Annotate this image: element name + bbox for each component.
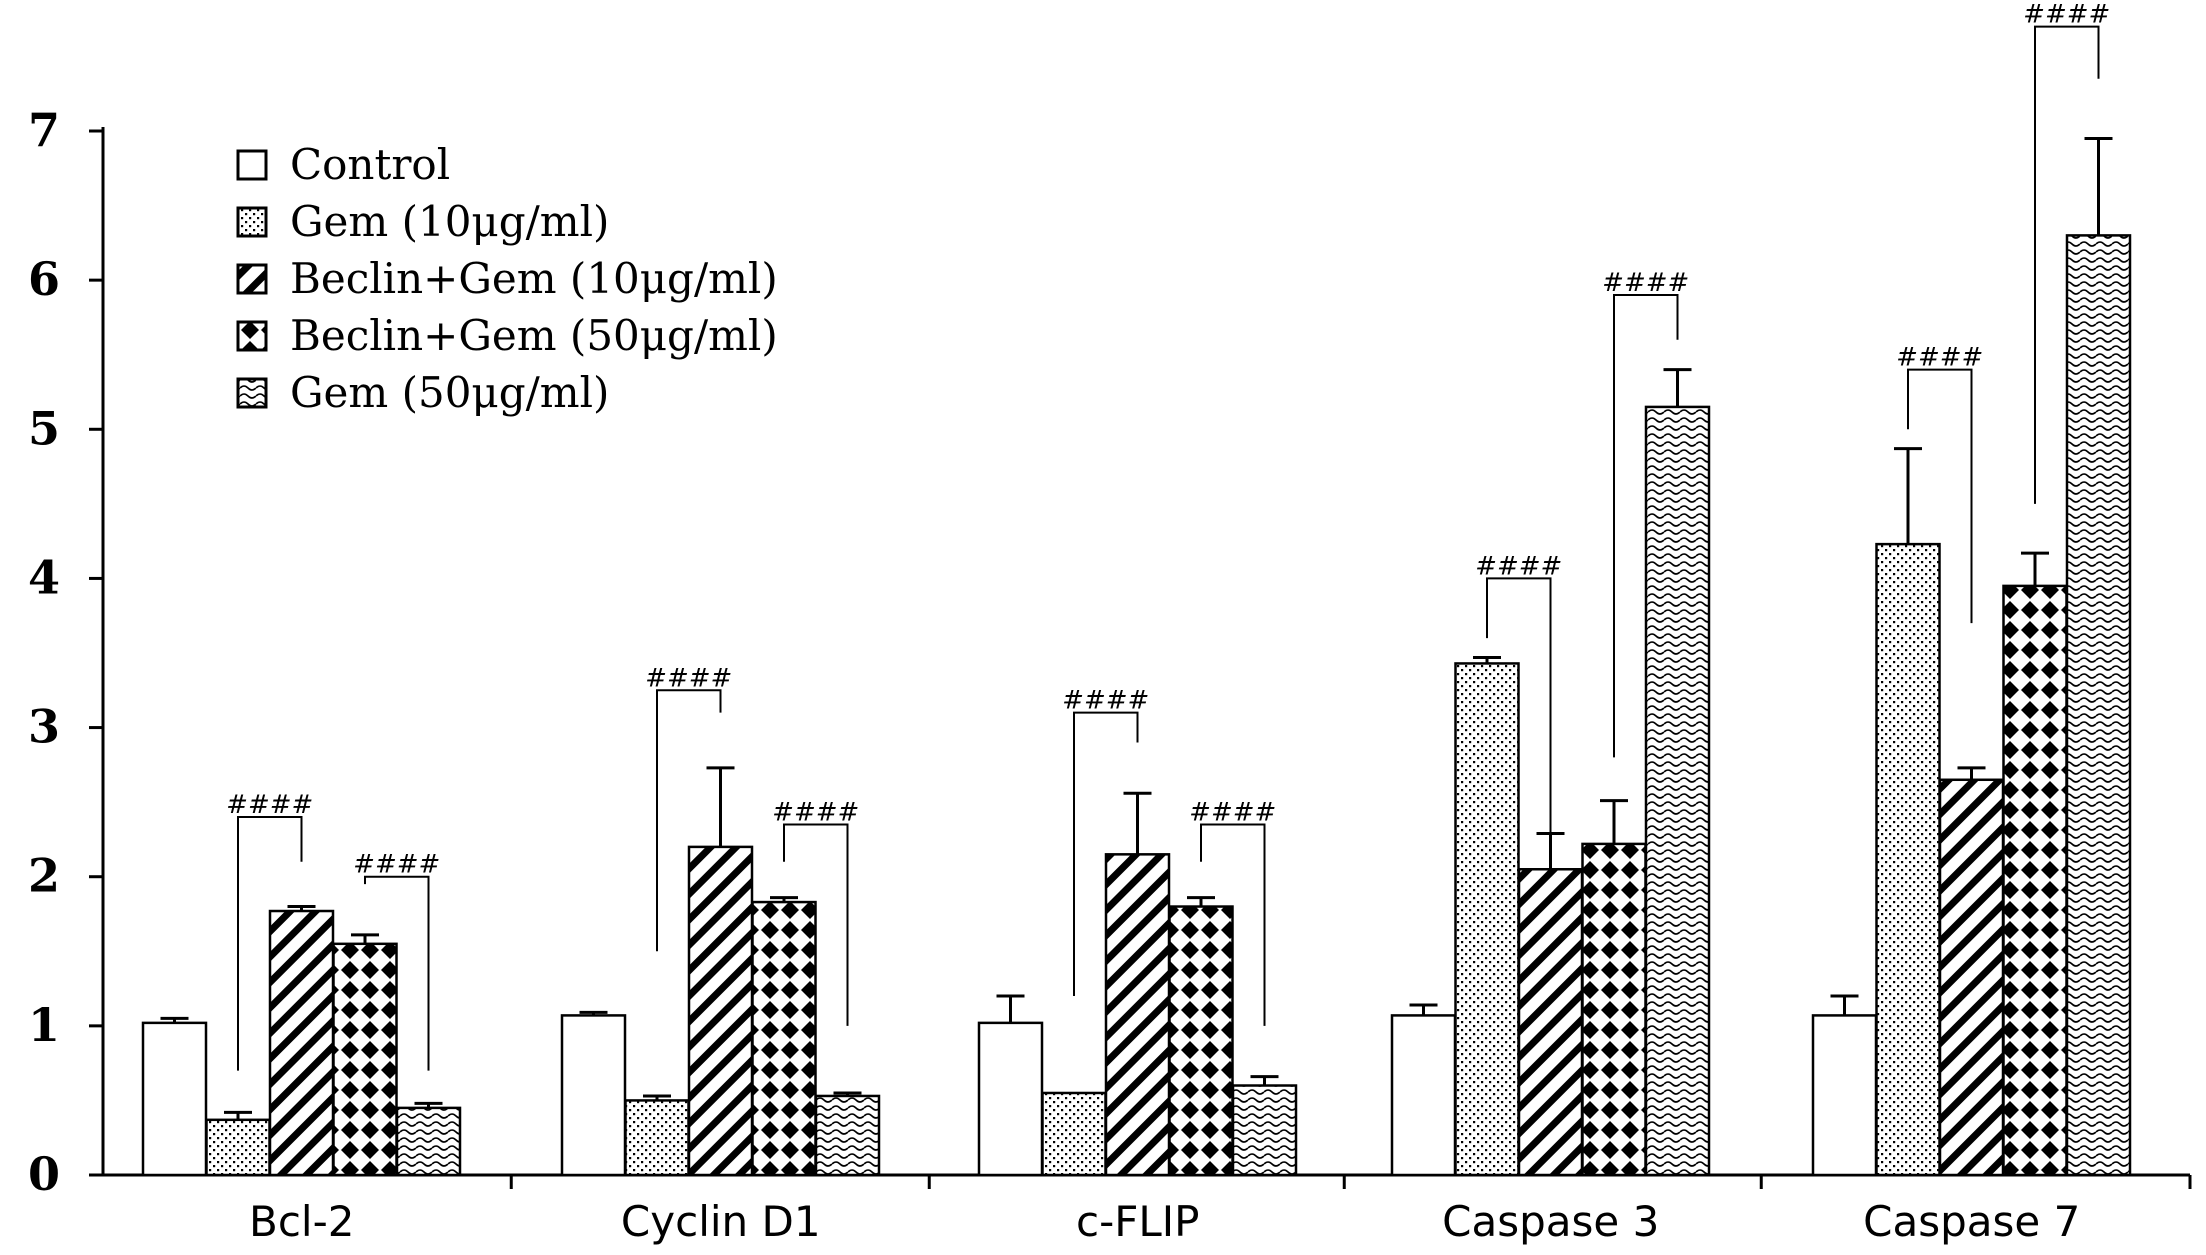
bar <box>332 942 398 1177</box>
bar <box>1581 842 1647 1177</box>
bar <box>1938 778 2005 1177</box>
significance-bracket <box>783 823 849 1026</box>
legend-label: Gem (50μg/ml) <box>290 368 609 417</box>
axes: 0 1 2 3 4 5 6 7 Bcl-2 Cyclin D1 c-FLIP Caspase 3 Cas… <box>28 103 2192 1246</box>
y-tick-label: 6 <box>28 252 60 306</box>
legend: Control Gem (10μg/ml) Beclin+Gem (10μg/ml)… <box>236 140 778 417</box>
legend-label: Control <box>290 140 450 189</box>
bar <box>1644 405 1711 1177</box>
significance-bracket <box>1073 711 1139 997</box>
y-tick-label: 7 <box>28 103 60 157</box>
significance-bracket <box>1486 577 1552 832</box>
bar <box>977 1021 1044 1177</box>
significance-label: #### <box>2023 0 2110 30</box>
y-tick-label: 0 <box>28 1147 60 1201</box>
bar <box>1454 662 1520 1177</box>
y-tick-label: 1 <box>28 998 60 1052</box>
bar <box>1390 1014 1457 1177</box>
bars <box>141 234 2132 1177</box>
legend-swatch <box>236 320 268 352</box>
bar <box>205 1118 271 1177</box>
significance-label: #### <box>353 850 440 880</box>
y-tick-label: 5 <box>28 401 60 455</box>
significance-label: #### <box>772 798 859 828</box>
legend-label: Beclin+Gem (10μg/ml) <box>290 254 778 303</box>
significance-label: #### <box>1062 686 1149 716</box>
significance-bracket <box>1200 823 1266 1026</box>
significance-bracket <box>2034 25 2100 504</box>
category-label: Caspase 3 <box>1442 1197 1659 1246</box>
significance-bracket <box>656 689 722 952</box>
bar <box>395 1106 462 1177</box>
significance-label: #### <box>226 790 313 820</box>
legend-label: Gem (10μg/ml) <box>290 197 609 246</box>
bar <box>1231 1084 1298 1177</box>
category-label: c-FLIP <box>1076 1197 1200 1246</box>
legend-swatch <box>236 206 268 238</box>
category-label: Bcl-2 <box>249 1197 354 1246</box>
significance-label: #### <box>1189 798 1276 828</box>
significance-bracket <box>237 816 303 1071</box>
category-label: Caspase 7 <box>1863 1197 2080 1246</box>
bar <box>1811 1014 1878 1177</box>
bar <box>1517 868 1584 1177</box>
bar <box>1041 1091 1107 1177</box>
legend-label: Beclin+Gem (50μg/ml) <box>290 311 778 360</box>
significance-bracket <box>1907 368 1973 624</box>
significance-label: #### <box>1896 343 1983 373</box>
bar <box>560 1014 627 1177</box>
significance-label: #### <box>1475 551 1562 581</box>
error-bars <box>160 136 2113 1120</box>
bar <box>268 909 335 1177</box>
legend-swatch <box>236 263 268 295</box>
bar <box>1104 853 1171 1177</box>
significance-label: #### <box>645 663 732 693</box>
bar <box>141 1021 208 1177</box>
bar <box>2065 234 2132 1177</box>
significance-annotations: #### #### #### #### #### #### #### #### #### #### <box>226 0 2110 1071</box>
category-label: Cyclin D1 <box>621 1197 821 1246</box>
legend-swatch <box>236 377 268 409</box>
bar <box>2002 584 2068 1177</box>
bar <box>624 1099 690 1177</box>
significance-bracket <box>1613 294 1679 758</box>
bar <box>814 1094 881 1177</box>
y-tick-label: 2 <box>28 849 60 903</box>
significance-label: #### <box>1602 268 1689 298</box>
bar <box>687 845 754 1177</box>
y-tick-label: 3 <box>28 700 60 754</box>
y-tick-label: 4 <box>28 550 60 604</box>
legend-swatch <box>236 149 268 181</box>
bar <box>751 900 817 1177</box>
bar <box>1875 542 1941 1177</box>
significance-bracket <box>364 875 430 1071</box>
bar <box>1168 905 1234 1177</box>
